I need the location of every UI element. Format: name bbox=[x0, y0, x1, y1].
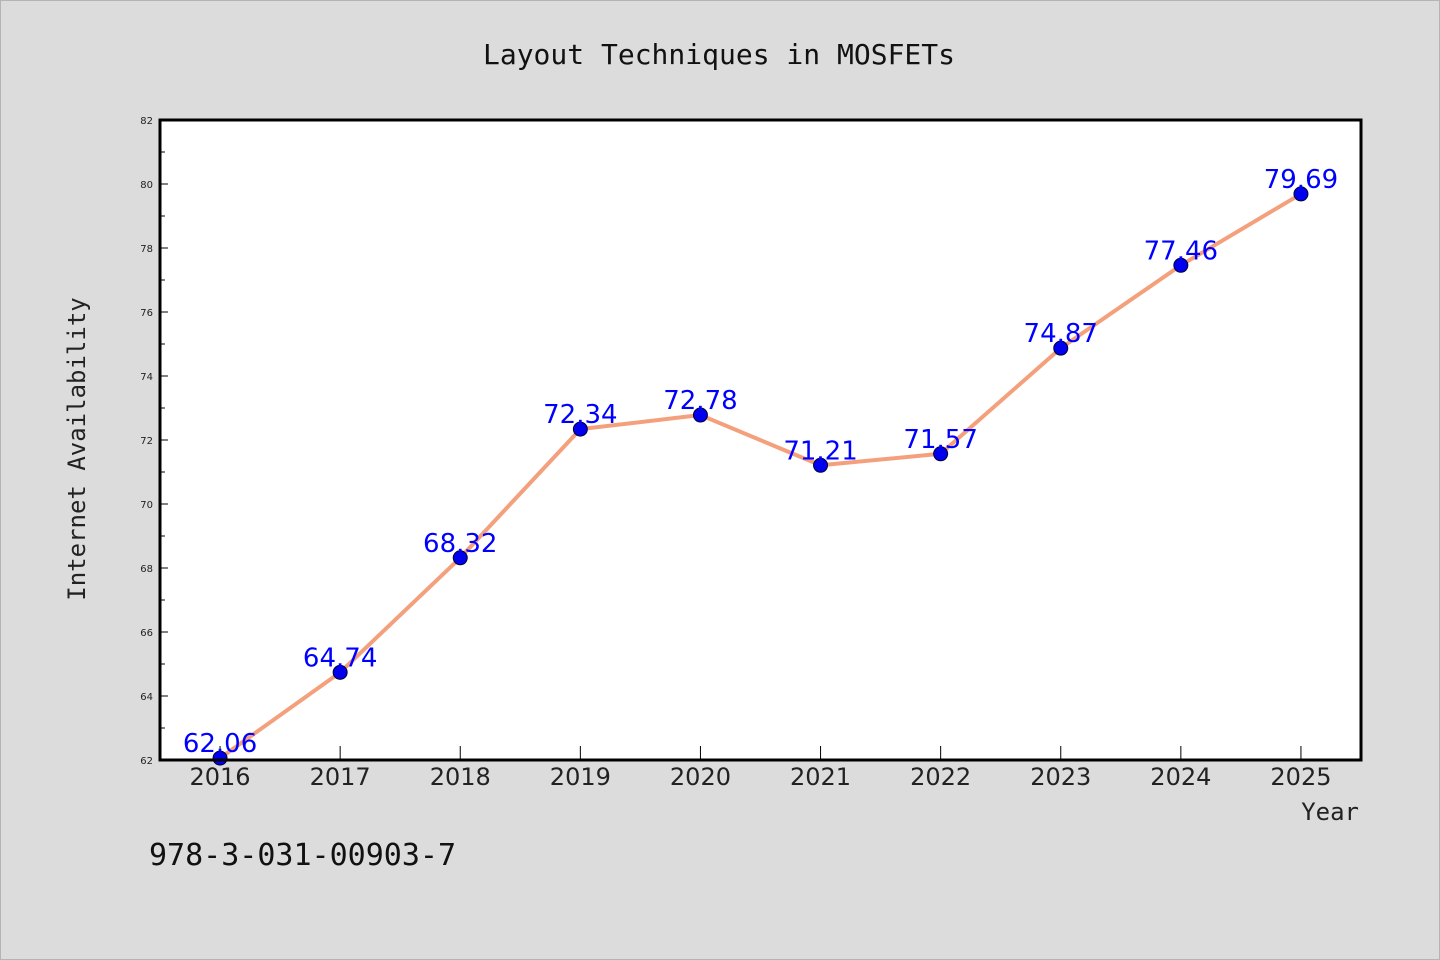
plot-frame bbox=[158, 118, 1363, 762]
y-tick-label: 74 bbox=[140, 372, 153, 383]
data-label: 77.46 bbox=[1144, 236, 1218, 266]
data-label: 71.57 bbox=[903, 425, 977, 455]
data-label: 68.32 bbox=[423, 529, 497, 559]
data-label: 72.34 bbox=[543, 400, 617, 430]
series-line bbox=[218, 191, 1303, 761]
data-point bbox=[332, 664, 348, 680]
y-tick-label: 78 bbox=[140, 244, 153, 255]
data-point bbox=[933, 446, 949, 462]
x-tick-label: 2016 bbox=[190, 763, 251, 791]
x-tick-label: 2020 bbox=[670, 763, 731, 791]
x-tick-label: 2018 bbox=[430, 763, 491, 791]
y-tick-label: 70 bbox=[140, 500, 153, 511]
y-tick-label: 80 bbox=[140, 180, 153, 191]
y-tick-label: 64 bbox=[140, 692, 153, 703]
x-tick-label: 2017 bbox=[310, 763, 371, 791]
y-tick-label: 66 bbox=[140, 628, 153, 639]
x-tick-label: 2019 bbox=[550, 763, 611, 791]
y-tick-label: 62 bbox=[140, 756, 153, 767]
data-point bbox=[572, 421, 588, 437]
data-label: 74.87 bbox=[1024, 319, 1098, 349]
x-tick-label: 2022 bbox=[910, 763, 971, 791]
x-tick-label: 2024 bbox=[1150, 763, 1211, 791]
data-point bbox=[1173, 257, 1189, 273]
data-series: 62.06 64.74 68.32 72.34 72.78 71.21 71.57 74.87… bbox=[183, 165, 1338, 766]
x-axis-label: Year bbox=[1301, 798, 1359, 826]
x-axis: 2016 2017 2018 2019 2020 2021 2022 2023 2024 2025 bbox=[190, 746, 1331, 791]
x-tick-label: 2021 bbox=[790, 763, 851, 791]
data-point bbox=[813, 457, 829, 473]
y-tick-label: 82 bbox=[140, 116, 153, 127]
data-point bbox=[452, 550, 468, 566]
data-label: 62.06 bbox=[183, 729, 257, 759]
y-tick-label: 76 bbox=[140, 308, 153, 319]
chart-title: Layout Techniques in MOSFETs bbox=[483, 38, 955, 71]
y-axis-label: Internet Availability bbox=[63, 297, 91, 600]
x-tick-label: 2023 bbox=[1030, 763, 1091, 791]
data-point bbox=[692, 407, 708, 423]
data-label: 71.21 bbox=[783, 436, 857, 466]
data-point bbox=[212, 750, 228, 766]
y-tick-label: 68 bbox=[140, 564, 153, 575]
footnote-isbn: 978-3-031-00903-7 bbox=[149, 838, 456, 873]
data-point bbox=[1293, 186, 1309, 202]
x-tick-label: 2025 bbox=[1270, 763, 1331, 791]
data-point bbox=[1053, 340, 1069, 356]
data-label: 72.78 bbox=[663, 386, 737, 416]
y-tick-label: 72 bbox=[140, 436, 153, 447]
data-label: 79.69 bbox=[1264, 165, 1338, 195]
data-label: 64.74 bbox=[303, 643, 377, 673]
